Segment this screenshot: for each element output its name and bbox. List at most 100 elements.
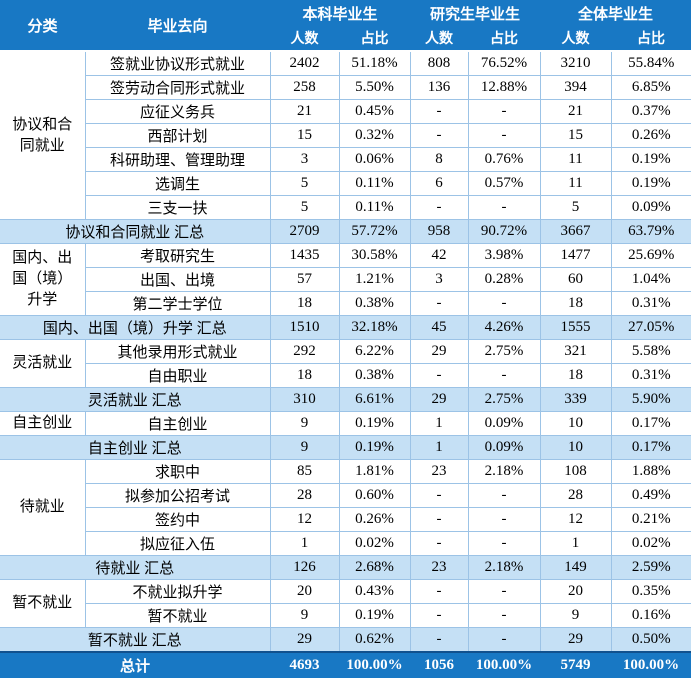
value-cell: 2.75%	[467, 339, 541, 364]
category-cell: 暂不就业	[0, 579, 86, 628]
value-cell: 29	[409, 339, 469, 364]
table-row: 灵活就业 其他录用形式就业 292 6.22% 29 2.75% 321 5.58%	[0, 339, 691, 388]
header-all-ratio: 占比	[611, 26, 691, 52]
value-cell: -	[467, 195, 541, 220]
summary-label-cell: 协议和合同就业 汇总	[0, 219, 271, 244]
value-cell: 10	[539, 411, 612, 436]
summary-value-cell: 4.26%	[467, 315, 541, 340]
value-cell: 1	[409, 411, 469, 436]
value-cell: 0.38%	[338, 363, 411, 388]
value-cell: -	[467, 363, 541, 388]
value-cell: 15	[269, 123, 340, 148]
value-cell: 0.06%	[338, 147, 411, 172]
value-cell: 0.43%	[338, 579, 411, 604]
value-cell: 76.52%	[467, 50, 541, 76]
value-cell: 0.17%	[610, 411, 691, 436]
summary-value-cell: 0.19%	[338, 435, 411, 460]
value-cell: 51.18%	[338, 50, 411, 76]
total-value-cell: 100.00%	[611, 651, 691, 678]
destination-cell: 拟应征入伍	[84, 531, 271, 556]
category-cell: 灵活就业	[0, 339, 86, 388]
header-pg-count: 人数	[410, 26, 469, 52]
value-cell: 20	[269, 579, 340, 604]
total-label-cell: 总计	[0, 651, 270, 678]
table-row: 签劳动合同形式就业 258 5.50% 136 12.88% 394 6.85%	[0, 75, 691, 100]
summary-value-cell: 29	[409, 387, 469, 412]
value-cell: 1.04%	[610, 267, 691, 292]
header-all-count: 人数	[540, 26, 612, 52]
value-cell: 0.21%	[610, 507, 691, 532]
total-value-cell: 4693	[270, 651, 339, 678]
value-cell: 6.22%	[338, 339, 411, 364]
table-row: 协议和合 同就业 签就业协议形式就业 2402 51.18% 808 76.52% 3210…	[0, 50, 691, 220]
value-cell: 0.19%	[610, 171, 691, 196]
value-cell: -	[467, 507, 541, 532]
value-cell: 3	[409, 267, 469, 292]
table-row: 暂不就业 不就业拟升学 20 0.43% - -20 0.35%	[0, 579, 691, 628]
summary-value-cell: 23	[409, 555, 469, 580]
value-cell: 0.28%	[467, 267, 541, 292]
table-row: 自由职业 18 0.38% - -18 0.31%	[0, 363, 691, 388]
value-cell: 0.19%	[338, 411, 411, 436]
value-cell: 30.58%	[338, 243, 411, 268]
value-cell: 1.81%	[338, 459, 411, 484]
value-cell: 6	[409, 171, 469, 196]
value-cell: 21	[269, 99, 340, 124]
value-cell: 1	[269, 531, 340, 556]
value-cell: 11	[539, 147, 612, 172]
value-cell: 23	[409, 459, 469, 484]
header-destination: 毕业去向	[85, 0, 270, 52]
value-cell: 321	[539, 339, 612, 364]
destination-cell: 拟参加公招考试	[84, 483, 271, 508]
summary-value-cell: 29	[269, 627, 340, 653]
destination-cell: 三支一扶	[84, 195, 271, 220]
value-cell: -	[467, 123, 541, 148]
value-cell: -	[409, 291, 469, 316]
destination-cell: 签约中	[84, 507, 271, 532]
value-cell: -	[467, 603, 541, 628]
value-cell: 0.26%	[610, 123, 691, 148]
value-cell: 8	[409, 147, 469, 172]
value-cell: 18	[269, 363, 340, 388]
summary-value-cell: 1510	[269, 315, 340, 340]
summary-row: 暂不就业 汇总 29 0.62% - -29 0.50%	[0, 627, 691, 653]
summary-value-cell: 27.05%	[610, 315, 691, 340]
value-cell: 258	[269, 75, 340, 100]
value-cell: 136	[409, 75, 469, 100]
table-row: 三支一扶 5 0.11% - -5 0.09%	[0, 195, 691, 220]
value-cell: 3	[269, 147, 340, 172]
value-cell: -	[409, 483, 469, 508]
value-cell: 0.19%	[610, 147, 691, 172]
value-cell: 0.16%	[610, 603, 691, 628]
category-cell: 待就业	[0, 459, 86, 556]
table-row: 应征义务兵 21 0.45% - -21 0.37%	[0, 99, 691, 124]
value-cell: 0.49%	[610, 483, 691, 508]
value-cell: -	[409, 507, 469, 532]
value-cell: 0.02%	[610, 531, 691, 556]
value-cell: 12.88%	[467, 75, 541, 100]
summary-value-cell: 126	[269, 555, 340, 580]
header-group-postgraduate: 研究生毕业生	[410, 0, 541, 26]
value-cell: 0.76%	[467, 147, 541, 172]
value-cell: 292	[269, 339, 340, 364]
summary-value-cell: 0.62%	[338, 627, 411, 653]
summary-label-cell: 国内、出国（境）升学 汇总	[0, 315, 271, 340]
summary-value-cell: 63.79%	[610, 219, 691, 244]
destination-cell: 其他录用形式就业	[84, 339, 271, 364]
value-cell: 42	[409, 243, 469, 268]
value-cell: 57	[269, 267, 340, 292]
summary-row: 国内、出国（境）升学 汇总 1510 32.18% 45 4.26% 1555 27.05%	[0, 315, 691, 340]
table-row: 拟应征入伍 1 0.02% - -1 0.02%	[0, 531, 691, 556]
value-cell: 85	[269, 459, 340, 484]
destination-cell: 自由职业	[84, 363, 271, 388]
value-cell: 18	[269, 291, 340, 316]
summary-label-cell: 自主创业 汇总	[0, 435, 271, 460]
value-cell: 0.31%	[610, 291, 691, 316]
value-cell: 55.84%	[610, 50, 691, 76]
destination-cell: 签就业协议形式就业	[84, 50, 271, 76]
value-cell: 0.31%	[610, 363, 691, 388]
destination-cell: 应征义务兵	[84, 99, 271, 124]
category-cell: 协议和合 同就业	[0, 50, 86, 220]
summary-value-cell: 9	[269, 435, 340, 460]
